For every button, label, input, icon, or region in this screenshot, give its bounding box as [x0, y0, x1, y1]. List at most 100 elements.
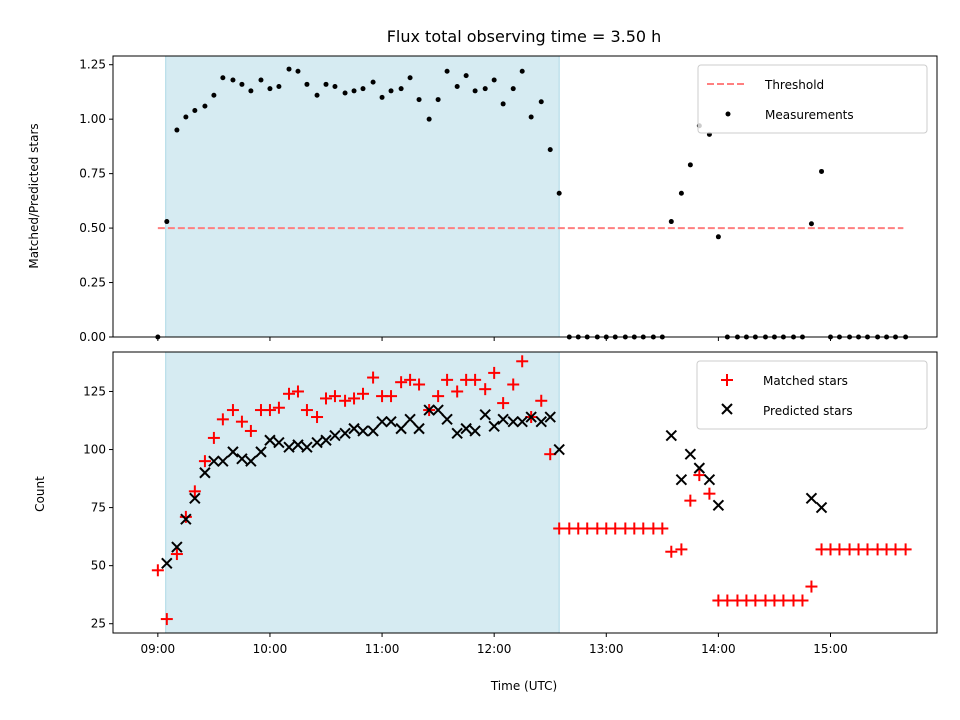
predicted-stars-point	[311, 436, 323, 449]
measurements-point	[248, 88, 254, 94]
measurements-point	[379, 94, 385, 100]
predicted-stars-point	[525, 411, 537, 423]
measurements-point	[556, 190, 562, 196]
x-tick-label: 15:00	[813, 642, 848, 656]
predicted-stars-point	[395, 422, 407, 435]
measurements-point	[538, 99, 544, 105]
matched-stars-point	[749, 594, 762, 607]
measurements-point	[183, 114, 189, 120]
measurements-point	[463, 73, 469, 79]
matched-stars-point	[339, 394, 352, 407]
top-legend-box	[697, 64, 928, 134]
measurements-point	[435, 97, 441, 103]
predicted-stars-point	[815, 501, 828, 514]
predicted-stars-point	[292, 439, 304, 451]
predicted-stars-point	[404, 413, 416, 426]
bot-y-tick-label: 50	[91, 559, 106, 573]
predicted-stars-point	[227, 446, 239, 458]
matched-stars-point	[244, 424, 257, 437]
matched-stars-point	[899, 543, 912, 556]
predicted-stars-point	[273, 436, 285, 449]
matched-stars-point	[441, 373, 454, 386]
x-axis-label: Time (UTC)	[490, 679, 557, 693]
predicted-stars-point	[357, 425, 369, 437]
matched-stars-point	[665, 545, 678, 558]
matched-stars-point	[151, 564, 164, 577]
measurements-point	[491, 77, 497, 83]
legend-predicted-label: Predicted stars	[763, 404, 853, 418]
measurements-point	[370, 79, 376, 85]
top-y-tick-label: 1.00	[79, 112, 106, 126]
predicted-stars-point	[553, 443, 565, 456]
top-axes-frame	[112, 55, 938, 338]
predicted-stars-point	[301, 441, 313, 453]
predicted-stars-point	[367, 425, 379, 437]
measurements-point	[258, 77, 264, 83]
matched-stars-point	[432, 390, 445, 403]
predicted-stars-point	[189, 492, 201, 505]
bot-y-tick-label: 125	[83, 384, 106, 398]
measurements-point	[332, 83, 338, 89]
measurements-point	[668, 219, 674, 225]
legend-measurements-marker	[725, 111, 731, 117]
predicted-stars-point	[376, 415, 388, 428]
matched-stars-point	[291, 385, 304, 398]
predicted-stars-point	[441, 413, 453, 426]
top-legend: Threshold Measurements	[697, 64, 928, 134]
matched-stars-point	[395, 376, 408, 389]
chart-title: Flux total observing time = 3.50 h	[387, 27, 662, 46]
measurements-point	[510, 86, 516, 92]
bot-y-tick-label: 25	[91, 617, 106, 631]
x-tick-label: 12:00	[477, 642, 512, 656]
x-tick-label: 13:00	[589, 642, 624, 656]
legend-threshold-label: Threshold	[764, 78, 824, 92]
x-tick-label: 09:00	[141, 642, 176, 656]
predicted-stars-point	[497, 413, 509, 426]
matched-stars-point	[207, 431, 220, 444]
predicted-stars-point	[171, 541, 183, 553]
predicted-stars-point	[544, 411, 556, 423]
x-tick-label: 10:00	[253, 642, 288, 656]
measurements-point	[202, 103, 208, 109]
predicted-stars-point	[283, 441, 295, 453]
matched-stars-point	[216, 413, 229, 426]
bottom-legend-box	[696, 360, 928, 430]
matched-stars-point	[777, 594, 790, 607]
matched-stars-point	[469, 373, 482, 386]
matched-stars-point	[703, 487, 716, 500]
matched-stars-point	[320, 392, 333, 405]
matched-stars-point	[451, 385, 464, 398]
predicted-stars-point	[432, 404, 444, 416]
matched-stars-point	[516, 355, 529, 368]
predicted-stars-point	[339, 427, 351, 439]
top-y-tick-label: 1.25	[79, 58, 106, 72]
matched-stars-point	[535, 394, 548, 407]
predicted-stars-point	[479, 408, 491, 421]
measurements-point	[295, 68, 301, 74]
measurements-point	[239, 81, 245, 87]
matched-stars-point	[721, 594, 734, 607]
legend-predicted-marker	[721, 403, 733, 415]
predicted-stars-point	[385, 415, 397, 428]
predicted-stars-point	[451, 427, 463, 439]
top-highlight-layer	[165, 55, 560, 338]
matched-stars-point	[833, 543, 846, 556]
top-y-tick-label: 0.00	[79, 330, 106, 344]
bottom-axis-layer: 25 50 75 100 125 09:00 10:00 11:00 12:00 13:00 14:…	[83, 351, 938, 656]
measurements-point	[314, 92, 320, 98]
measurements-point	[687, 162, 693, 168]
predicted-stars-point	[805, 492, 818, 505]
predicted-stars-point	[423, 404, 435, 416]
matched-stars-point	[160, 613, 173, 626]
legend-matched-marker	[721, 374, 733, 386]
matched-stars-point	[385, 390, 398, 403]
measurements-point	[472, 88, 478, 94]
matched-stars-point	[805, 580, 818, 593]
predicted-stars-point	[208, 455, 220, 467]
matched-stars-point	[328, 390, 341, 403]
predicted-stars-point	[217, 455, 229, 467]
matched-stars-point	[283, 387, 296, 400]
matched-stars-point	[348, 392, 361, 405]
bot-axes-frame	[112, 351, 938, 634]
